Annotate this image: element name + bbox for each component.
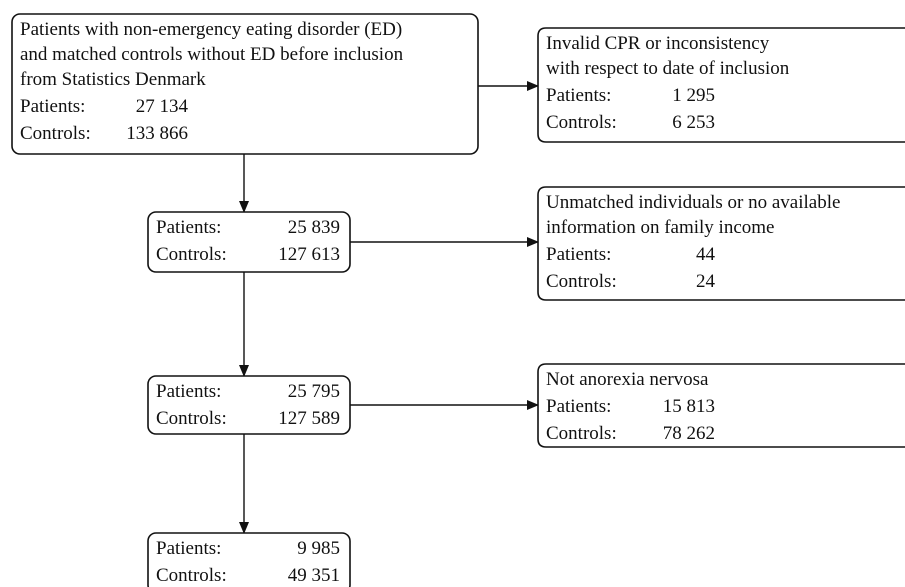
row-label: Patients: [20, 96, 85, 117]
row-label: Patients: [546, 85, 611, 106]
row-label: Patients: [156, 538, 221, 559]
row-value: 25 795 [288, 381, 340, 402]
row-value: 9 985 [297, 538, 340, 559]
row-value: 15 813 [663, 396, 715, 417]
row-label: Controls: [156, 565, 227, 586]
node: Not anorexia nervosa Patients: 15 813 Contr… [537, 363, 905, 448]
row-value: 25 839 [288, 217, 340, 238]
node-text: Patients with non-emergency eating disor… [20, 19, 402, 40]
node-box [537, 363, 905, 448]
row-value: 133 866 [126, 123, 188, 144]
node-box [537, 27, 905, 143]
row-label: Controls: [546, 423, 617, 444]
node-text: and matched controls without ED before i… [20, 44, 404, 65]
row-value: 27 134 [136, 96, 189, 117]
node: Unmatched individuals or no available inf… [537, 186, 905, 301]
row-label: Patients: [156, 381, 221, 402]
row-label: Controls: [20, 123, 91, 144]
node-text: Unmatched individuals or no available [546, 192, 840, 213]
row-label: Controls: [546, 271, 617, 292]
node-box [147, 375, 351, 435]
node: Invalid CPR or inconsistency with respect… [537, 27, 905, 143]
node-text: information on family income [546, 217, 774, 238]
node: Patients with non-emergency eating disor… [11, 13, 479, 155]
row-label: Patients: [546, 244, 611, 265]
row-label: Controls: [156, 408, 227, 429]
row-value: 1 295 [672, 85, 715, 106]
row-value: 78 262 [663, 423, 715, 444]
node-box [147, 211, 351, 273]
row-value: 24 [696, 271, 716, 292]
node: Patients: 25 839 Controls: 127 613 [147, 211, 351, 273]
node-box [11, 13, 479, 155]
row-label: Patients: [546, 396, 611, 417]
row-value: 127 613 [278, 244, 340, 265]
row-value: 44 [696, 244, 716, 265]
node-text: Not anorexia nervosa [546, 369, 709, 390]
node: Patients: 25 795 Controls: 127 589 [147, 375, 351, 435]
row-value: 49 351 [288, 565, 340, 586]
node-box [147, 532, 351, 587]
node: Patients: 9 985 Controls: 49 351 [147, 532, 351, 587]
row-value: 127 589 [278, 408, 340, 429]
row-value: 6 253 [672, 112, 715, 133]
row-label: Controls: [156, 244, 227, 265]
row-label: Patients: [156, 217, 221, 238]
row-label: Controls: [546, 112, 617, 133]
node-text: from Statistics Denmark [20, 69, 206, 90]
node-text: Invalid CPR or inconsistency [546, 33, 770, 54]
node-text: with respect to date of inclusion [546, 58, 790, 79]
connectors [239, 81, 539, 534]
node-box [537, 186, 905, 301]
